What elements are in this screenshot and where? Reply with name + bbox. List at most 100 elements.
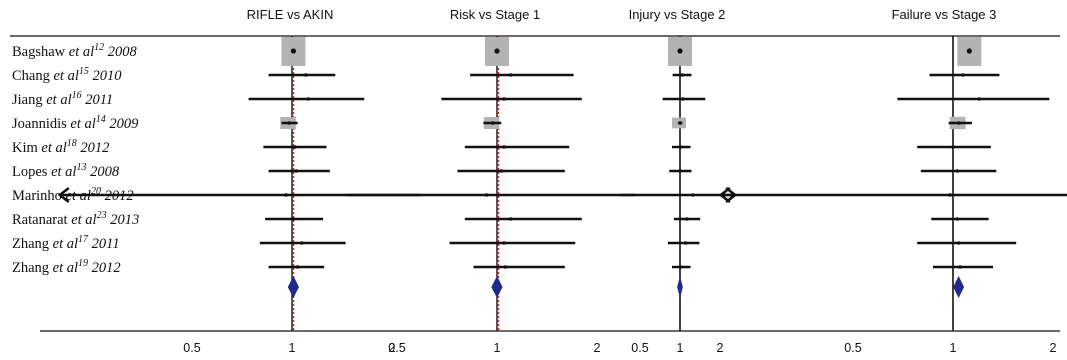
study-author: Kim xyxy=(12,140,41,156)
study-year: 2012 xyxy=(77,140,110,156)
study-year: 2009 xyxy=(106,116,139,132)
point-estimate xyxy=(306,97,311,101)
study-author: Marinho xyxy=(12,188,66,204)
study-label: Lopes et al13 2008 xyxy=(12,162,120,180)
study-author: Joannidis xyxy=(12,116,70,132)
point-estimate xyxy=(691,193,695,197)
study-etal: et al xyxy=(71,212,96,228)
tick-label: 0.5 xyxy=(631,341,648,355)
study-label: Jiang et al16 2011 xyxy=(12,90,113,108)
point-estimate xyxy=(502,241,506,245)
point-estimate xyxy=(299,241,304,245)
summary-diamond xyxy=(491,276,503,298)
study-etal: et al xyxy=(46,92,71,108)
tick-label: 1 xyxy=(677,341,684,355)
study-label: Bagshaw et al12 2008 xyxy=(12,42,138,60)
point-estimate xyxy=(966,48,972,54)
tick-label: 0.5 xyxy=(388,341,405,355)
point-estimate xyxy=(955,217,960,221)
study-ref: 16 xyxy=(72,90,82,101)
point-estimate xyxy=(960,73,965,77)
point-estimate xyxy=(678,121,682,125)
study-author: Zhang xyxy=(12,260,53,276)
study-ref: 13 xyxy=(76,162,86,173)
panel-title: Failure vs Stage 3 xyxy=(892,7,997,22)
study-author: Lopes xyxy=(12,164,51,180)
study-year: 2010 xyxy=(89,68,122,84)
tick-label: 1 xyxy=(950,341,957,355)
point-estimate xyxy=(293,145,297,149)
panel: Risk vs Stage 1 0.5 1 2 xyxy=(345,7,635,355)
study-year: 2008 xyxy=(86,164,119,180)
study-author: Bagshaw xyxy=(12,44,69,60)
study-ref: 23 xyxy=(97,210,107,221)
panel-title: Risk vs Stage 1 xyxy=(450,7,540,22)
study-ref: 19 xyxy=(78,258,88,269)
point-estimate xyxy=(678,145,683,149)
study-etal: et al xyxy=(53,260,78,276)
study-author: Ratanarat xyxy=(12,212,71,228)
tick-label: 2 xyxy=(1050,341,1057,355)
point-estimate xyxy=(502,145,506,149)
tick-label: 2 xyxy=(389,341,396,355)
summary-diamond xyxy=(677,276,683,298)
point-estimate xyxy=(499,169,504,173)
study-year: 2011 xyxy=(88,236,120,252)
point-estimate xyxy=(294,169,299,173)
study-author: Jiang xyxy=(12,92,46,108)
point-estimate xyxy=(290,48,297,54)
study-year: 2013 xyxy=(107,212,140,228)
point-estimate xyxy=(508,217,513,221)
study-ref: 15 xyxy=(79,66,89,77)
point-estimate xyxy=(291,217,296,221)
study-ref: 12 xyxy=(94,42,104,53)
study-label: Zhang et al19 2012 xyxy=(12,258,121,276)
study-label: Zhang et al17 2011 xyxy=(12,234,120,252)
panel: Failure vs Stage 3 0.5 1 2 xyxy=(718,7,1067,355)
point-estimate xyxy=(284,193,288,197)
panel: Injury vs Stage 2 0.5 1 2 xyxy=(619,7,738,355)
point-estimate xyxy=(680,73,685,77)
summary-diamond xyxy=(953,276,965,298)
ci-arrow-left xyxy=(57,186,70,204)
point-estimate xyxy=(977,97,982,101)
study-label: Chang et al15 2010 xyxy=(12,66,122,84)
tick-label: 0.5 xyxy=(844,341,861,355)
point-estimate xyxy=(958,265,962,269)
tick-label: 2 xyxy=(594,341,601,355)
study-year: 2012 xyxy=(88,260,121,276)
study-etal: et al xyxy=(41,140,66,156)
ci-arrow-left xyxy=(718,186,731,204)
point-estimate xyxy=(956,121,961,125)
study-label: Marinho et al20 2012 xyxy=(12,186,134,204)
study-label: Joannidis et al14 2009 xyxy=(12,114,139,132)
point-estimate xyxy=(295,265,300,269)
study-author: Zhang xyxy=(12,236,53,252)
tick-label: 1 xyxy=(289,341,296,355)
study-ref: 17 xyxy=(78,234,89,245)
study-etal: et al xyxy=(53,68,78,84)
study-etal: et al xyxy=(70,116,95,132)
summary-diamond xyxy=(287,276,299,298)
panel-title: Injury vs Stage 2 xyxy=(629,7,726,22)
point-estimate xyxy=(955,169,960,173)
study-year: 2011 xyxy=(82,92,114,108)
study-ref: 18 xyxy=(67,138,77,149)
study-label: Kim et al18 2012 xyxy=(12,138,109,156)
panel-title: RIFLE vs AKIN xyxy=(247,7,334,22)
point-estimate xyxy=(287,121,291,125)
study-etal: et al xyxy=(69,44,94,60)
study-author: Chang xyxy=(12,68,53,84)
point-estimate xyxy=(956,241,961,245)
point-estimate xyxy=(678,169,682,173)
point-estimate xyxy=(683,241,688,245)
study-etal: et al xyxy=(53,236,78,252)
point-estimate xyxy=(678,265,683,269)
tick-label: 0.5 xyxy=(183,341,200,355)
study-ref: 14 xyxy=(96,114,106,125)
point-estimate xyxy=(490,121,495,125)
